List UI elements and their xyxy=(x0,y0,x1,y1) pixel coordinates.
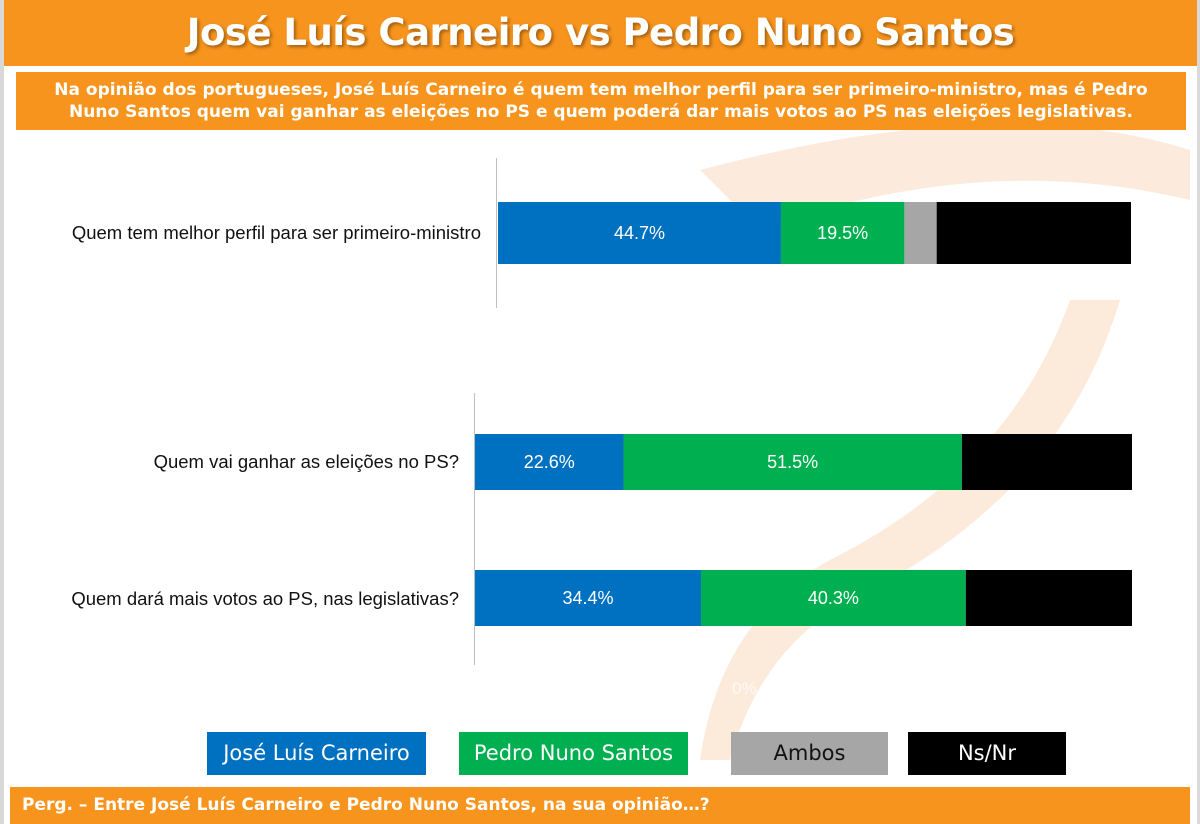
subtitle-banner: Na opinião dos portugueses, José Luís Ca… xyxy=(16,72,1186,130)
legend-item-nsnr: Ns/Nr xyxy=(908,732,1066,775)
faint-tick-upper: 100% xyxy=(1108,321,1152,340)
page-title: José Luís Carneiro vs Pedro Nuno Santos xyxy=(4,0,1197,66)
category-label-3: Quem dará mais votos ao PS, nas legislat… xyxy=(71,588,459,609)
bar-carneiro-row-1 xyxy=(498,202,781,264)
data-label-santos-row-2: 51.5% xyxy=(767,452,818,472)
category-label-1: Quem tem melhor perfil para ser primeiro… xyxy=(71,222,481,243)
legend-item-ambos: Ambos xyxy=(731,732,888,775)
bar-nsnr-row-1 xyxy=(936,202,1131,264)
bar-nsnr-row-2 xyxy=(961,434,1132,490)
data-label-santos-row-3: 40.3% xyxy=(808,588,859,608)
faint-tick-lower: 0% xyxy=(732,679,757,698)
legend-item-carneiro: José Luís Carneiro xyxy=(207,732,426,775)
data-label-carneiro-row-3: 34.4% xyxy=(562,588,613,608)
bar-carneiro-row-3 xyxy=(475,570,702,626)
subtitle-line-2: Nuno Santos quem vai ganhar as eleições … xyxy=(69,102,1133,122)
axis-line-bottom-panel xyxy=(474,393,475,665)
data-label-santos-row-1: 19.5% xyxy=(817,223,868,243)
subtitle-line-1: Na opinião dos portugueses, José Luís Ca… xyxy=(54,80,1148,100)
bar-santos-row-3 xyxy=(701,570,966,626)
data-label-carneiro-row-2: 22.6% xyxy=(524,452,575,472)
bar-santos-row-1 xyxy=(780,202,905,264)
bar-santos-row-2 xyxy=(623,434,962,490)
category-label-2: Quem vai ganhar as eleições no PS? xyxy=(153,451,459,472)
axis-line-top-panel xyxy=(496,158,497,308)
question-footer: Perg. – Entre José Luís Carneiro e Pedro… xyxy=(10,787,1190,824)
bar-nsnr-row-3 xyxy=(965,570,1132,626)
data-label-carneiro-row-1: 44.7% xyxy=(614,223,665,243)
bar-carneiro-row-2 xyxy=(475,434,624,490)
legend-item-santos: Pedro Nuno Santos xyxy=(459,732,688,775)
bar-ambos-row-1 xyxy=(904,202,937,264)
